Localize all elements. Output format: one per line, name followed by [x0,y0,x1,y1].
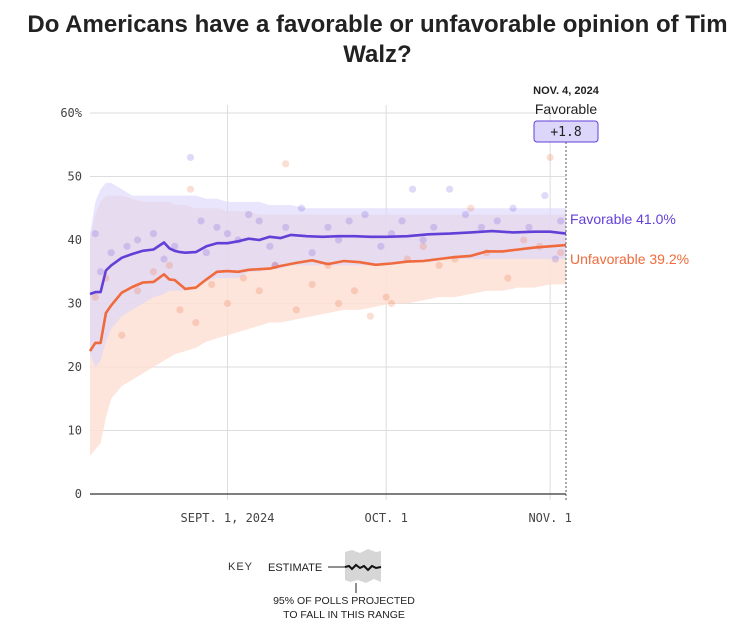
key-estimate-line [344,563,382,572]
unfavorable-poll-dot [382,293,390,301]
favorable-poll-dot [377,242,385,250]
unfavorable-poll-dot [149,268,158,276]
favorable-poll-dot [557,217,565,225]
favorable-poll-dot [149,230,158,238]
favorable-poll-dot [477,223,485,231]
favorable-poll-dot [430,223,438,231]
favorable-poll-dot [525,223,533,231]
favorable-poll-dot [324,223,332,231]
y-tick-label: 40 [68,233,82,247]
favorable-poll-dot [493,217,501,225]
favorable-poll-dot [398,217,406,225]
unfavorable-poll-dot [134,287,142,295]
favorable-poll-dot [213,223,221,231]
end-date-annotation: NOV. 4, 2024 Favorable +1.8 [533,85,600,502]
unfavorable-poll-dot [165,261,173,269]
y-tick-label: 20 [68,360,82,374]
trend-lines [88,229,567,352]
favorable-poll-dot [509,204,517,212]
unfavorable-poll-dot [419,242,427,250]
unfavorable-poll-dot [282,160,290,168]
favorable-poll-dot [255,217,263,225]
unfavorable-poll-dot [387,299,396,308]
favorable-poll-dot [361,211,369,219]
legend-key: KEY ESTIMATE 95% OF POLLS PROJECTED TO F… [228,549,415,621]
favorable-poll-dot [245,211,253,219]
favorable-poll-dot [551,255,560,263]
uncertainty-bands [90,182,566,456]
favorable-poll-dot [541,191,549,200]
annotation-date: NOV. 4, 2024 [533,85,600,97]
x-tick-label: SEPT. 1, 2024 [181,511,275,525]
favorable-poll-dot [282,223,290,231]
favorable-end-label: Favorable 41.0% [570,211,676,227]
y-tick-label: 0 [75,487,82,501]
unfavorable-poll-dot [118,331,126,339]
unfavorable-poll-dot [350,287,359,295]
favorable-poll-dot [96,268,105,276]
unfavorable-poll-dot [504,274,512,282]
unfavorable-poll-dot [223,299,232,308]
favorable-poll-dot [123,242,131,250]
unfavorable-poll-dot [239,274,247,282]
favorable-poll-dot [461,211,470,219]
x-tick-label: OCT. 1 [364,511,407,525]
favorable-poll-dot [334,236,343,244]
favorable-poll-dot [91,230,99,238]
unfavorable-trend-line [88,243,567,352]
unfavorable-poll-dot [91,293,99,301]
unfavorable-poll-dot [467,204,475,212]
unfavorable-poll-dot [255,287,263,295]
favorable-poll-dot [345,217,353,225]
unfavorable-poll-dot [557,249,565,257]
unfavorable-poll-dot [192,318,200,327]
y-tick-label: 60% [60,106,82,120]
favorable-poll-dot [223,230,232,238]
y-tick-label: 10 [68,424,82,438]
favorable-poll-dot [419,236,427,244]
unfavorable-poll-dot [308,280,316,289]
unfavorable-poll-dot [546,153,554,162]
unfavorable-poll-dot [208,280,216,289]
axes: 0 10 20 30 40 50 60% SEPT. 1, 2024 OCT. 1 NOV. 1 [60,106,572,525]
margin-value: +1.8 [550,125,581,140]
key-range-label-line1: 95% OF POLLS PROJECTED [273,595,415,607]
favorable-poll-dot [107,249,115,257]
favorable-poll-dot [446,185,454,193]
key-title: KEY [228,561,253,573]
favorable-poll-dot [297,204,306,212]
favorable-uncertainty-band [90,182,566,367]
favorable-poll-dot [308,249,316,257]
unfavorable-poll-dot [176,306,184,314]
annotation-leader: Favorable [535,101,597,117]
x-tick-label: NOV. 1 [528,511,571,525]
unfavorable-end-label: Unfavorable 39.2% [570,251,689,267]
unfavorable-poll-dot [435,261,443,269]
unfavorable-poll-dot [366,312,374,320]
favorable-poll-dot [160,255,168,263]
unfavorable-poll-dot [520,236,528,244]
favorable-poll-dot [134,236,142,244]
favorable-poll-dot [202,249,210,257]
chart-title: Do Americans have a favorable or unfavor… [27,11,728,68]
key-estimate-label: ESTIMATE [268,562,322,574]
favorable-poll-dot [197,217,205,225]
unfavorable-poll-dot [334,299,343,308]
favorable-poll-dot [409,185,417,193]
favorable-poll-dot [186,153,195,162]
key-range-label-line2: TO FALL IN THIS RANGE [283,609,405,621]
y-tick-label: 30 [68,297,82,311]
favorable-poll-dot [266,242,274,250]
margin-badge [533,120,599,143]
y-tick-label: 50 [68,170,82,184]
unfavorable-poll-dot [292,306,300,314]
unfavorable-poll-dot [186,185,195,193]
favorable-trend-line [89,229,567,296]
favorable-poll-dot [171,242,179,250]
